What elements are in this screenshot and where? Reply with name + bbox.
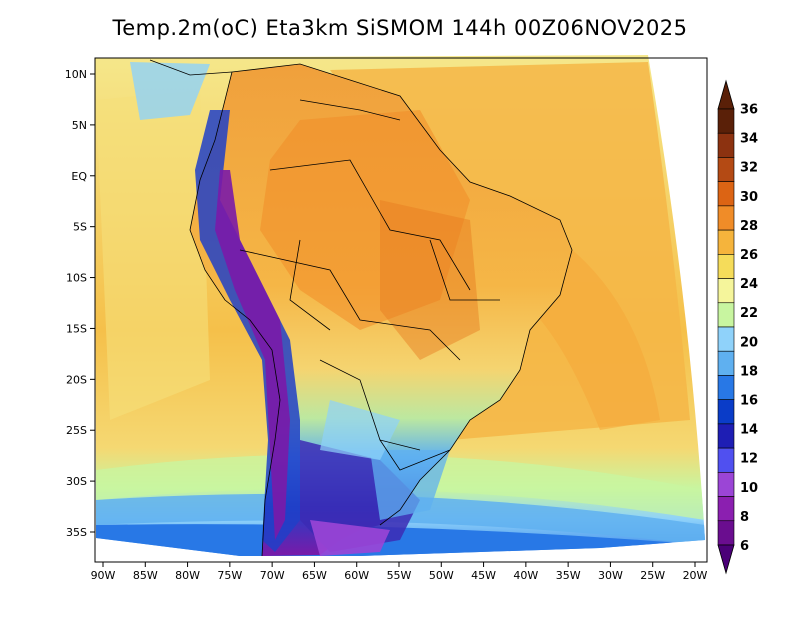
lon-tick-label: 85W [133, 569, 158, 582]
colorbar-swatch [717, 472, 735, 497]
colorbar-lower-arrow [717, 544, 735, 575]
lon-tick-label: 65W [302, 569, 327, 582]
colorbar-label: 12 [740, 452, 758, 467]
colorbar-label: 10 [740, 481, 758, 496]
colorbar-swatch [717, 423, 735, 449]
longitude-axis: 90W 85W 80W 75W 70W 65W 60W 55W 50W 45W 40W 35W 30W 2… [91, 562, 708, 582]
colorbar-label: 36 [740, 103, 758, 118]
colorbar-swatch [717, 399, 735, 425]
colorbar-label: 24 [740, 277, 758, 292]
colorbar-swatch [717, 181, 735, 207]
colorbar-label: 34 [740, 132, 758, 147]
colorbar-label: 8 [740, 510, 749, 525]
colorbar-upper-arrow [717, 79, 735, 110]
colorbar-label: 28 [740, 219, 758, 234]
colorbar-swatch [717, 302, 735, 328]
colorbar-label: 16 [740, 394, 758, 409]
colorbar-swatch [717, 157, 735, 182]
lat-tick-label: 20S [66, 373, 87, 386]
map-title: Temp.2m(oC) Eta3km SiSMOM 144h 00Z06NOV2… [112, 16, 688, 40]
colorbar-label: 20 [740, 335, 758, 350]
temperature-colorbar: 6 8 10 12 14 16 18 20 22 24 26 28 30 32 34 36 [717, 79, 758, 575]
colorbar-swatch [717, 278, 735, 304]
colorbar-swatch [717, 254, 735, 279]
lon-tick-label: 80W [175, 569, 200, 582]
lat-tick-label: 10S [66, 272, 87, 285]
lat-tick-label: 25S [66, 424, 87, 437]
south-america-land [190, 64, 572, 556]
lat-tick-label: 5N [72, 119, 87, 132]
colorbar-label: 32 [740, 161, 758, 176]
colorbar-label: 6 [740, 539, 749, 554]
lon-tick-label: 70W [260, 569, 285, 582]
lat-tick-label: 30S [66, 475, 87, 488]
colorbar-label: 22 [740, 306, 758, 321]
colorbar-label: 26 [740, 248, 758, 263]
colorbar-swatch [717, 108, 735, 134]
lon-tick-label: 90W [91, 569, 116, 582]
colorbar-swatch [717, 205, 735, 231]
colorbar-label: 14 [740, 423, 758, 438]
lon-tick-label: 30W [598, 569, 623, 582]
lon-tick-label: 40W [513, 569, 538, 582]
colorbar-swatch [717, 350, 735, 376]
lon-tick-label: 55W [387, 569, 412, 582]
lon-tick-label: 50W [429, 569, 454, 582]
colorbar-label: 18 [740, 364, 758, 379]
lat-tick-label: EQ [71, 170, 87, 183]
colorbar-swatch [717, 326, 735, 352]
lon-tick-label: 35W [556, 569, 581, 582]
lon-tick-label: 75W [217, 569, 242, 582]
lon-tick-label: 45W [471, 569, 496, 582]
lat-tick-label: 5S [73, 221, 87, 234]
colorbar-swatch [717, 447, 735, 473]
colorbar-label: 30 [740, 190, 758, 205]
map-frame [94, 57, 708, 563]
lat-tick-label: 10N [65, 68, 87, 81]
latitude-axis: 10N 5N EQ 5S 10S 15S 20S 25S 30S 35S [65, 68, 95, 539]
lat-tick-label: 15S [66, 322, 87, 335]
colorbar-swatch [717, 132, 735, 158]
colorbar-swatch [717, 520, 735, 546]
lon-tick-label: 60W [344, 569, 369, 582]
lon-tick-label: 20W [683, 569, 708, 582]
colorbar-swatch [717, 496, 735, 522]
colorbar-swatch [717, 375, 735, 400]
colorbar-swatch [717, 229, 735, 255]
political-borders [149, 59, 573, 557]
lat-tick-label: 35S [66, 526, 87, 539]
lon-tick-label: 25W [640, 569, 665, 582]
